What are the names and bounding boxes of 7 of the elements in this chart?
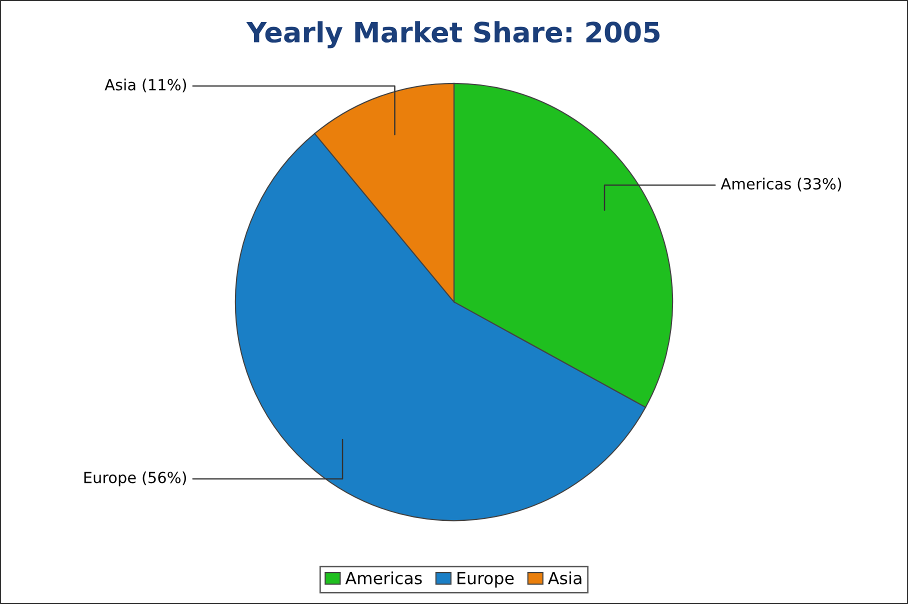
legend-label: Asia bbox=[548, 572, 582, 584]
legend-label: Americas bbox=[345, 572, 422, 584]
data-label: Americas (33%) bbox=[720, 178, 842, 192]
chart-title: Yearly Market Share: 2005 bbox=[246, 21, 660, 48]
legend-label: Europe bbox=[458, 572, 514, 588]
data-label: Europe (56%) bbox=[84, 471, 186, 486]
data-label: Asia (11%) bbox=[104, 78, 186, 92]
